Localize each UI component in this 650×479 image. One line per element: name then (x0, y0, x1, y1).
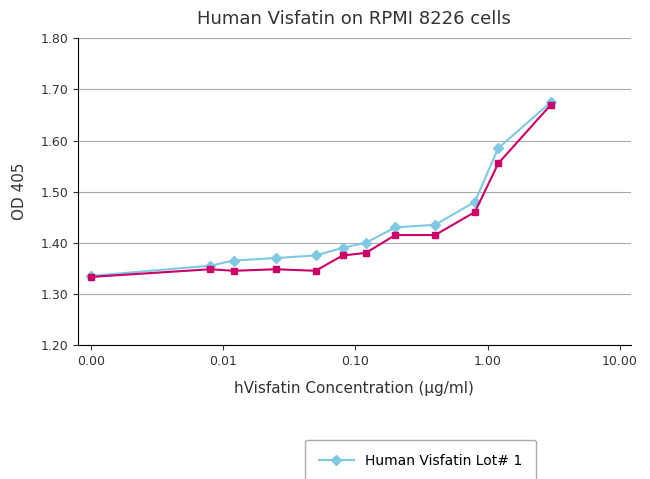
Human Visfatin Lot# 2 (391, 232, 399, 238)
Legend: Human Visfatin Lot# 1, Human Visfatin Lot# 2: Human Visfatin Lot# 1, Human Visfatin Lo… (305, 440, 536, 479)
Human Visfatin Lot# 1 (494, 145, 502, 151)
Human Visfatin Lot# 1 (229, 258, 237, 263)
Title: Human Visfatin on RPMI 8226 cells: Human Visfatin on RPMI 8226 cells (198, 11, 511, 28)
Human Visfatin Lot# 2 (431, 232, 439, 238)
Human Visfatin Lot# 1 (362, 240, 370, 246)
Human Visfatin Lot# 1 (339, 245, 346, 251)
Human Visfatin Lot# 2 (272, 266, 280, 272)
Human Visfatin Lot# 1 (431, 222, 439, 228)
Human Visfatin Lot# 2 (362, 250, 370, 256)
Human Visfatin Lot# 1 (547, 99, 554, 105)
Human Visfatin Lot# 1 (391, 225, 399, 230)
Y-axis label: OD 405: OD 405 (12, 163, 27, 220)
Human Visfatin Lot# 2 (87, 274, 95, 280)
Human Visfatin Lot# 1 (312, 252, 320, 258)
Human Visfatin Lot# 2 (229, 268, 237, 274)
Line: Human Visfatin Lot# 1: Human Visfatin Lot# 1 (87, 99, 554, 279)
Human Visfatin Lot# 2 (471, 209, 479, 215)
Human Visfatin Lot# 2 (494, 160, 502, 166)
Human Visfatin Lot# 1 (87, 273, 95, 279)
Human Visfatin Lot# 1 (207, 263, 215, 269)
Line: Human Visfatin Lot# 2: Human Visfatin Lot# 2 (87, 101, 554, 280)
Human Visfatin Lot# 2 (339, 252, 346, 258)
Human Visfatin Lot# 2 (207, 266, 215, 272)
Human Visfatin Lot# 1 (471, 199, 479, 205)
Human Visfatin Lot# 2 (312, 268, 320, 274)
X-axis label: hVisfatin Concentration (μg/ml): hVisfatin Concentration (μg/ml) (234, 381, 474, 397)
Human Visfatin Lot# 1 (272, 255, 280, 261)
Human Visfatin Lot# 2 (547, 102, 554, 108)
